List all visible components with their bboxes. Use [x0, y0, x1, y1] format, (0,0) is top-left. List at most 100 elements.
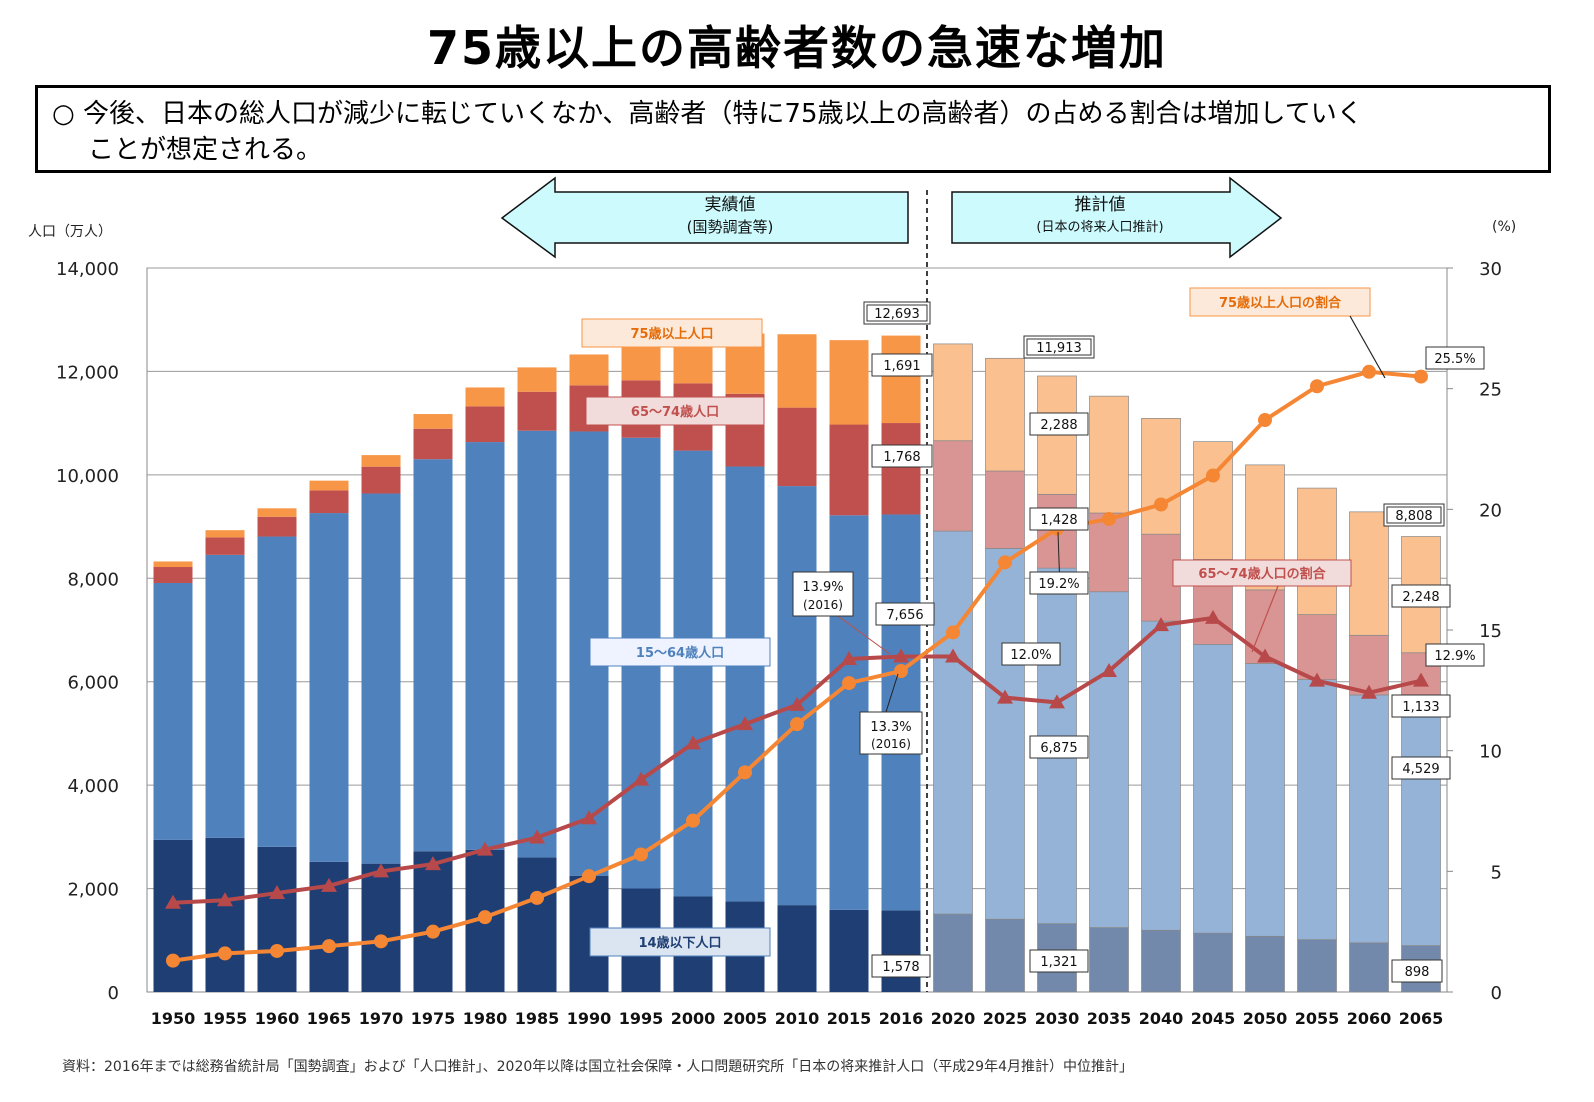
bar-p1564 — [465, 442, 505, 850]
bar-p1564 — [1193, 644, 1233, 934]
x-tick-label: 1950 — [151, 1009, 196, 1028]
ratio-2065-75-box — [1425, 346, 1485, 370]
bar-p75 — [1089, 395, 1129, 514]
ratio-2065-6574: 12.9% — [1434, 649, 1475, 664]
bar-p1564 — [777, 486, 817, 906]
ratio-6574-point — [1257, 648, 1273, 663]
ratio-2016-6574-year: (2016) — [803, 598, 843, 612]
bar-p6574 — [361, 466, 401, 494]
bar-p1564 — [205, 554, 245, 838]
bar-p1564 — [517, 430, 557, 858]
x-tick-label: 1980 — [463, 1009, 508, 1028]
bar-p1564 — [153, 582, 193, 840]
bar-p6574 — [1089, 512, 1129, 593]
actual-period-label: 実績値 — [705, 195, 756, 215]
bar-p6574 — [1297, 614, 1337, 680]
bar-p6574 — [777, 407, 817, 487]
ratio-6574-point — [321, 877, 337, 892]
bar-p75 — [985, 357, 1025, 472]
ratio-75-point — [322, 939, 336, 954]
ratio-75-point — [582, 869, 596, 884]
ratio-6574-point — [529, 829, 545, 844]
value-2030-1564: 6,875 — [1040, 741, 1077, 756]
ratio-75-point — [1414, 369, 1428, 384]
total-2016-box-inner — [866, 304, 928, 322]
ratio-2016-75-year: (2016) — [871, 737, 911, 751]
bar-u14 — [413, 851, 453, 992]
ratio-2030-6574: 12.0% — [1010, 648, 1051, 663]
ratio-6574-point — [1153, 617, 1169, 632]
bar-p1564 — [933, 530, 973, 915]
x-tick-label: 1975 — [411, 1009, 456, 1028]
value-2065-u14: 898 — [1405, 965, 1430, 980]
bar-p6574 — [517, 391, 557, 431]
total-2030: 11,913 — [1036, 341, 1082, 356]
value-2016-75-box — [871, 353, 933, 377]
bar-u14 — [1089, 927, 1129, 993]
bar-p75 — [829, 340, 869, 425]
label-65-74: 65〜74歳人口 — [631, 404, 719, 420]
value-2030-6574: 1,428 — [1040, 513, 1077, 528]
y-left-tick-label: 2,000 — [67, 880, 119, 901]
y-left-tick-label: 10,000 — [56, 466, 119, 487]
summary-box: ○ 今後、日本の総人口が減少に転じていくなか、高齢者（特に75歳以上の高齢者）の… — [35, 85, 1551, 173]
bar-p1564 — [309, 513, 349, 862]
bar-u14 — [1245, 935, 1285, 993]
source-note: 資料：2016年までは総務省統計局「国勢調査」および「人口推計」、2020年以降… — [62, 1059, 1133, 1075]
leader-ratio-6574 — [1251, 585, 1279, 653]
ratio-75-point — [790, 717, 804, 732]
ratio-75-point — [1310, 379, 1324, 394]
bar-p6574 — [153, 567, 193, 583]
label-ratio-6574: 65〜74歳人口の割合 — [1198, 566, 1326, 582]
actual-arrow — [500, 176, 909, 259]
label-ratio-75: 75歳以上人口の割合 — [1219, 295, 1342, 311]
bar-p1564 — [1401, 710, 1441, 946]
bar-u14 — [881, 910, 921, 992]
ratio-2016-75-value: 13.3% — [870, 720, 911, 735]
ratio-75-point — [946, 625, 960, 640]
ratio-75-point — [1362, 364, 1376, 379]
ratio-6574-point — [1413, 672, 1429, 687]
value-2065-u14-box — [1391, 959, 1443, 983]
x-tick-label: 2000 — [671, 1009, 716, 1028]
bar-p75 — [881, 335, 921, 424]
projected-period-label: 推計値 — [1075, 195, 1126, 215]
bar-p75 — [257, 508, 297, 517]
bar-p75 — [933, 343, 973, 442]
ratio-6574-point — [581, 810, 597, 825]
ratio-75-point — [1258, 413, 1272, 428]
bar-p1564 — [257, 536, 297, 847]
value-2030-u14: 1,321 — [1040, 955, 1077, 970]
label-75-over-box — [581, 318, 763, 348]
ratio-75-point — [1154, 497, 1168, 512]
y-right-tick-label: 5 — [1491, 862, 1502, 883]
bar-u14 — [153, 839, 193, 992]
ratio-75-point — [738, 765, 752, 780]
bar-u14 — [777, 905, 817, 992]
ratio-6574-point — [477, 841, 493, 856]
ratio-6574-point — [1205, 609, 1221, 624]
ratio-75-point — [374, 934, 388, 949]
projected-period-sub: (日本の将来人口推計) — [1036, 219, 1163, 235]
x-tick-label: 1955 — [203, 1009, 248, 1028]
ratio-2030-6574-box — [1001, 642, 1061, 666]
total-2016-box — [863, 301, 931, 325]
leader-ratio75-2016 — [885, 673, 899, 713]
bar-p6574 — [465, 406, 505, 443]
x-tick-label: 1990 — [567, 1009, 612, 1028]
ratio-6574-point — [425, 856, 441, 871]
x-tick-label: 2025 — [983, 1009, 1028, 1028]
ratio-2065-75: 25.5% — [1434, 352, 1475, 367]
ratio-6574-point — [1361, 684, 1377, 699]
bar-p75 — [621, 343, 661, 381]
ratio-6574-point — [737, 716, 753, 731]
bar-u14 — [361, 863, 401, 992]
value-2016-u14-box — [871, 954, 931, 978]
label-65-74-box — [585, 396, 765, 426]
ratio-2016-6574-box — [792, 571, 854, 617]
value-2016-6574: 1,768 — [883, 450, 920, 465]
bar-u14 — [205, 837, 245, 992]
bar-p75 — [309, 480, 349, 491]
value-2016-6574-box — [871, 444, 933, 468]
